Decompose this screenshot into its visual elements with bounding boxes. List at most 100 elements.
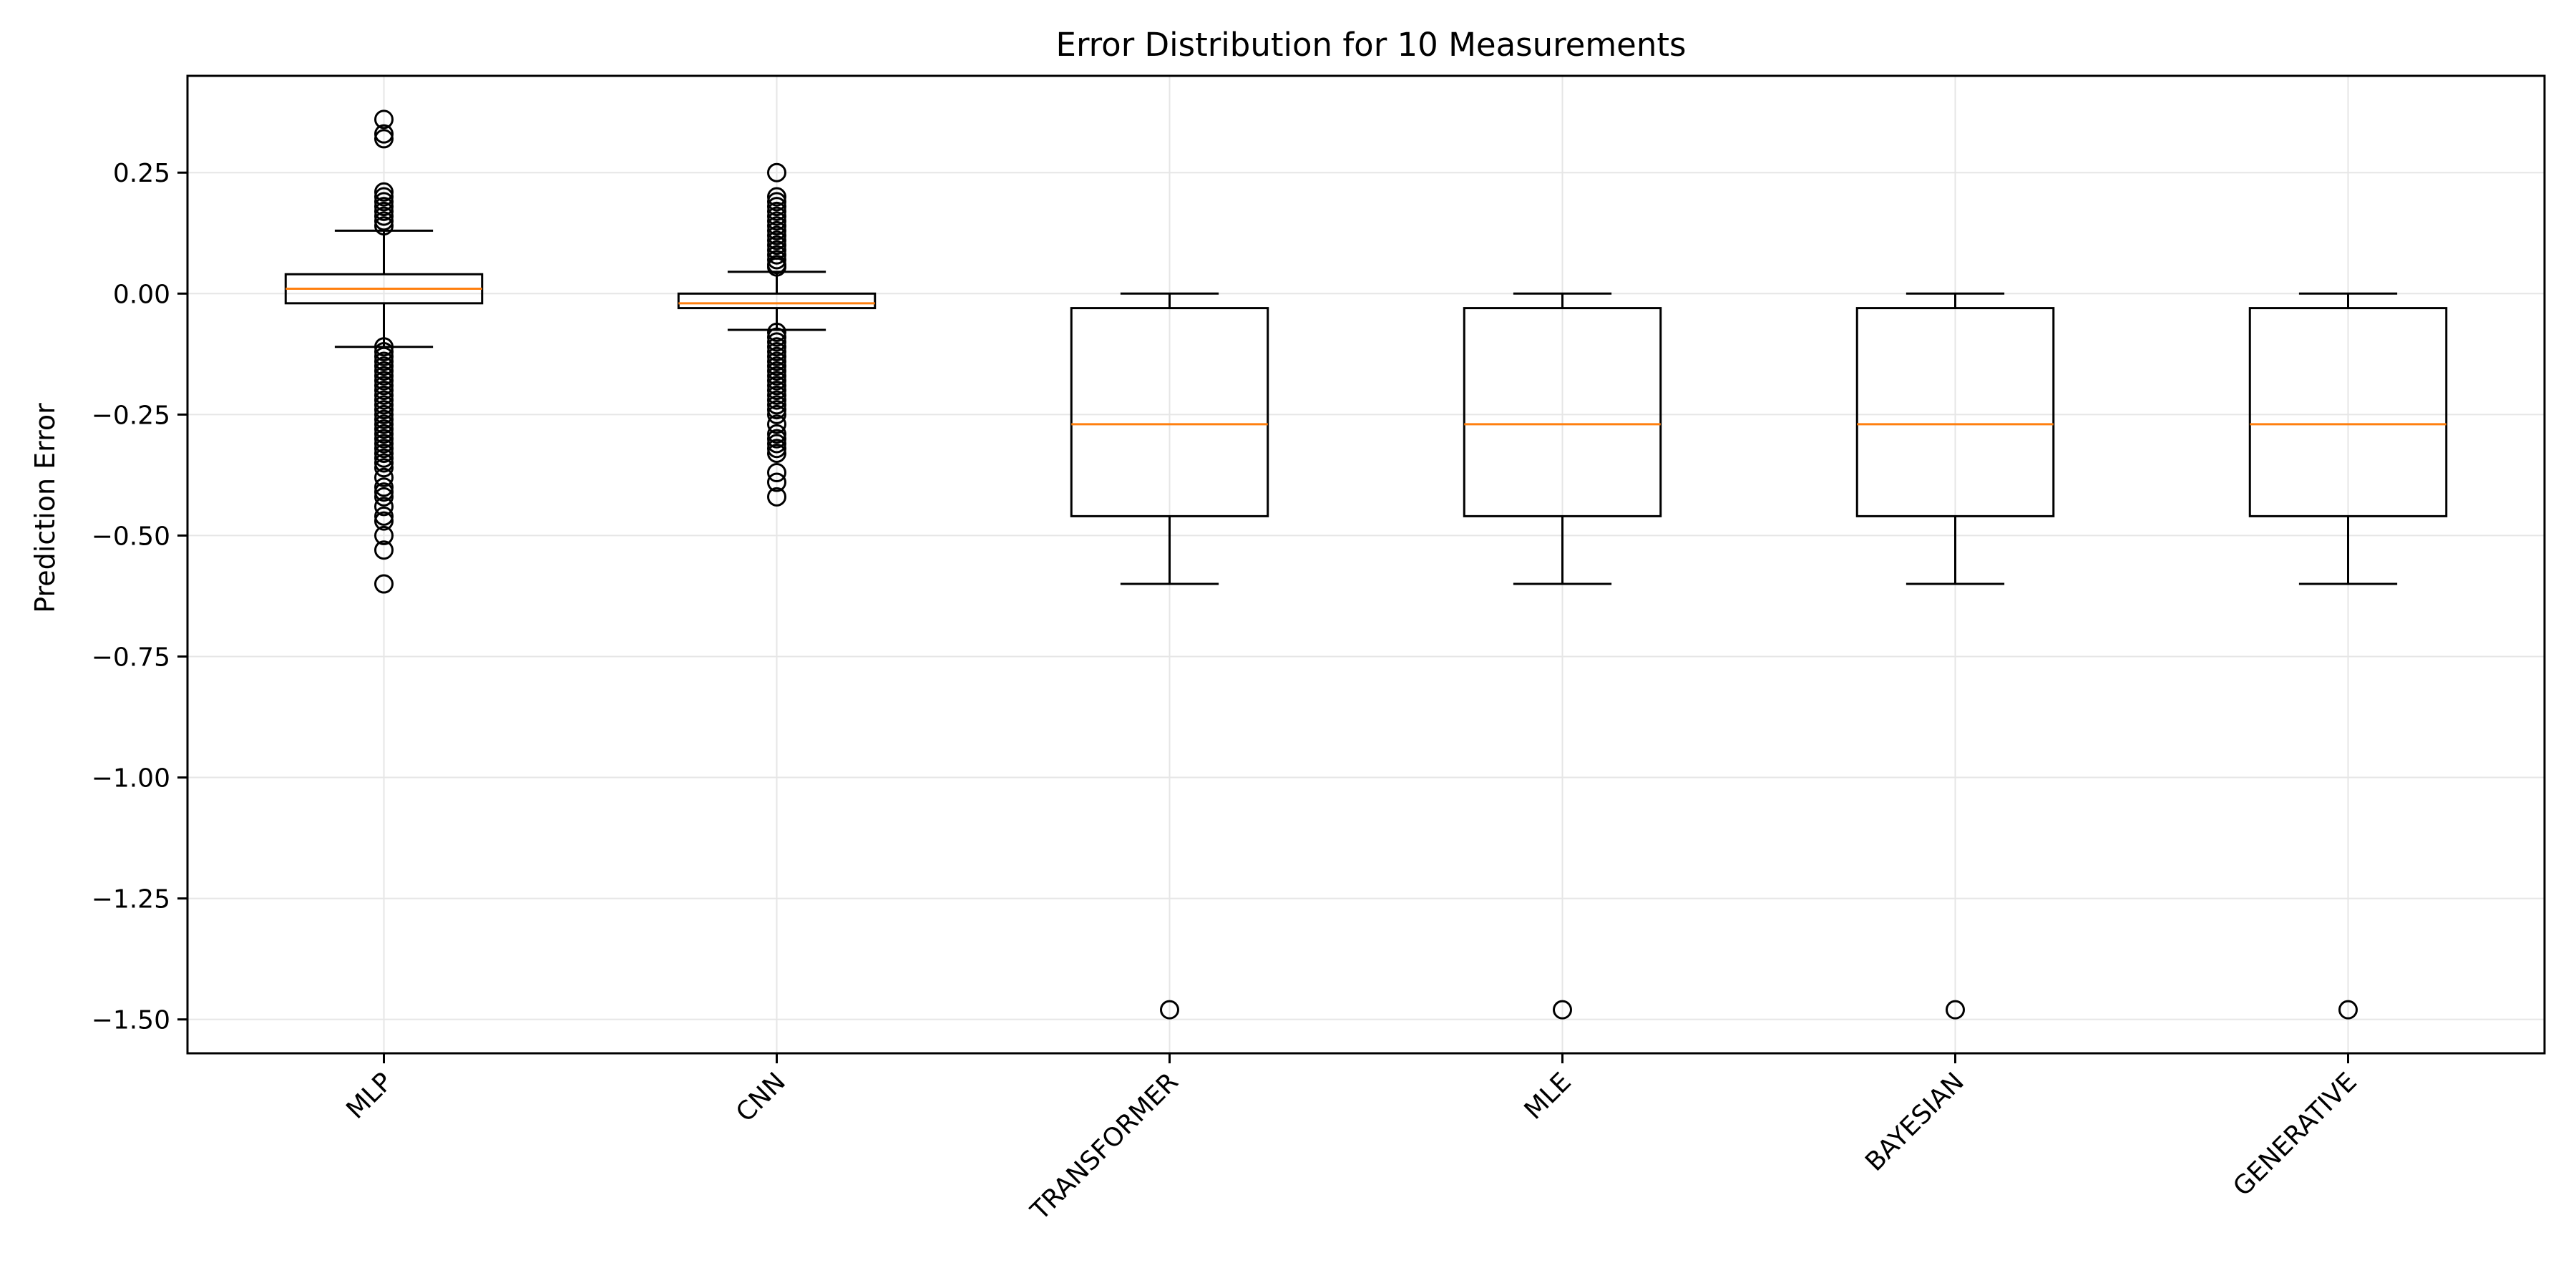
box-transformer bbox=[1070, 292, 1269, 1020]
outlier-point bbox=[374, 376, 394, 396]
outlier-point bbox=[767, 346, 786, 366]
y-tick-label: −1.50 bbox=[92, 1006, 170, 1035]
outlier-point bbox=[767, 341, 786, 361]
outlier-point bbox=[374, 439, 394, 459]
outlier-point bbox=[767, 390, 786, 410]
outlier-point bbox=[374, 211, 394, 231]
outlier-point bbox=[374, 351, 394, 371]
outlier-point bbox=[2338, 1000, 2358, 1020]
outlier-point bbox=[1160, 1000, 1179, 1020]
outlier-point bbox=[374, 346, 394, 366]
outlier-point bbox=[767, 366, 786, 386]
y-tick-label: −1.25 bbox=[92, 885, 170, 914]
outlier-point bbox=[767, 327, 786, 347]
x-tick-label: BAYESIAN bbox=[1860, 1067, 1970, 1177]
outlier-point bbox=[767, 439, 786, 459]
outlier-point bbox=[767, 400, 786, 420]
outlier-point bbox=[374, 124, 394, 144]
outlier-point bbox=[767, 257, 786, 277]
outlier-point bbox=[374, 361, 394, 381]
outlier-point bbox=[767, 211, 786, 231]
x-axis-ticks: MLP CNN TRANSFORMER MLE BAYESIAN GENERATIVE bbox=[341, 1053, 2363, 1226]
outlier-point bbox=[374, 337, 394, 357]
y-axis-ticks: 0.25 0.00 −0.25 −0.50 −0.75 −1.00 −1.25 −1.50 bbox=[92, 159, 187, 1035]
outlier-point bbox=[767, 192, 786, 212]
x-tick-label: GENERATIVE bbox=[2228, 1067, 2363, 1202]
outlier-point bbox=[767, 424, 786, 444]
outlier-point bbox=[374, 467, 394, 487]
outlier-point bbox=[374, 574, 394, 594]
outlier-point bbox=[374, 341, 394, 361]
outlier-point bbox=[767, 351, 786, 371]
x-tick-label: MLE bbox=[1519, 1067, 1577, 1125]
outlier-point bbox=[767, 404, 786, 424]
y-tick-label: −0.50 bbox=[92, 522, 170, 551]
outlier-point bbox=[767, 225, 786, 245]
box-cnn bbox=[677, 162, 877, 507]
grid-lines bbox=[187, 76, 2545, 1053]
outlier-point bbox=[374, 395, 394, 415]
iqr-box bbox=[1070, 307, 1269, 517]
outlier-point bbox=[374, 414, 394, 434]
outlier-point bbox=[374, 424, 394, 444]
outlier-point bbox=[374, 506, 394, 526]
outlier-point bbox=[767, 187, 786, 207]
outlier-point bbox=[374, 201, 394, 221]
outlier-point bbox=[374, 356, 394, 376]
box-mlp bbox=[284, 109, 484, 594]
outlier-point bbox=[374, 540, 394, 560]
iqr-box bbox=[2248, 307, 2448, 517]
iqr-box bbox=[677, 292, 877, 310]
outlier-point bbox=[374, 429, 394, 449]
outlier-point bbox=[767, 429, 786, 449]
outlier-point bbox=[767, 361, 786, 381]
outlier-point bbox=[767, 337, 786, 357]
outlier-point bbox=[767, 220, 786, 240]
outlier-point bbox=[374, 487, 394, 507]
outlier-point bbox=[374, 458, 394, 478]
outlier-point bbox=[374, 129, 394, 149]
outlier-point bbox=[374, 216, 394, 236]
outlier-point bbox=[767, 230, 786, 250]
y-tick-label: 0.25 bbox=[113, 159, 170, 188]
outlier-point bbox=[374, 206, 394, 226]
y-tick-label: −0.75 bbox=[92, 643, 170, 672]
outlier-point bbox=[374, 443, 394, 463]
outlier-point bbox=[767, 216, 786, 236]
outlier-point bbox=[767, 487, 786, 507]
outlier-point bbox=[767, 322, 786, 342]
box-mle bbox=[1463, 292, 1662, 1020]
y-tick-label: 0.00 bbox=[113, 280, 170, 309]
outlier-point bbox=[767, 381, 786, 401]
outlier-point bbox=[767, 201, 786, 221]
outlier-point bbox=[767, 376, 786, 396]
outlier-point bbox=[374, 525, 394, 545]
outlier-point bbox=[374, 477, 394, 497]
outlier-point bbox=[374, 366, 394, 386]
outlier-point bbox=[374, 434, 394, 454]
x-tick-label: MLP bbox=[341, 1067, 398, 1124]
outlier-point bbox=[374, 400, 394, 420]
outlier-point bbox=[374, 390, 394, 410]
outlier-point bbox=[767, 414, 786, 434]
y-tick-label: −0.25 bbox=[92, 401, 170, 430]
outlier-point bbox=[374, 419, 394, 439]
box-generative bbox=[2248, 292, 2448, 1020]
outlier-point bbox=[767, 197, 786, 217]
x-tick-label: TRANSFORMER bbox=[1025, 1067, 1184, 1226]
iqr-box bbox=[1463, 307, 1662, 517]
y-tick-label: −1.00 bbox=[92, 764, 170, 794]
outlier-point bbox=[767, 162, 786, 182]
outlier-point bbox=[767, 356, 786, 376]
outlier-point bbox=[767, 434, 786, 454]
outlier-point bbox=[374, 182, 394, 202]
outlier-point bbox=[374, 187, 394, 207]
y-axis-label: Prediction Error bbox=[29, 403, 61, 613]
outlier-point bbox=[767, 443, 786, 463]
outlier-point bbox=[767, 250, 786, 270]
chart-title: Error Distribution for 10 Measurements bbox=[1056, 26, 1687, 64]
outlier-point bbox=[374, 197, 394, 217]
outlier-point bbox=[767, 245, 786, 265]
outlier-point bbox=[374, 453, 394, 473]
outlier-point bbox=[1946, 1000, 1965, 1020]
